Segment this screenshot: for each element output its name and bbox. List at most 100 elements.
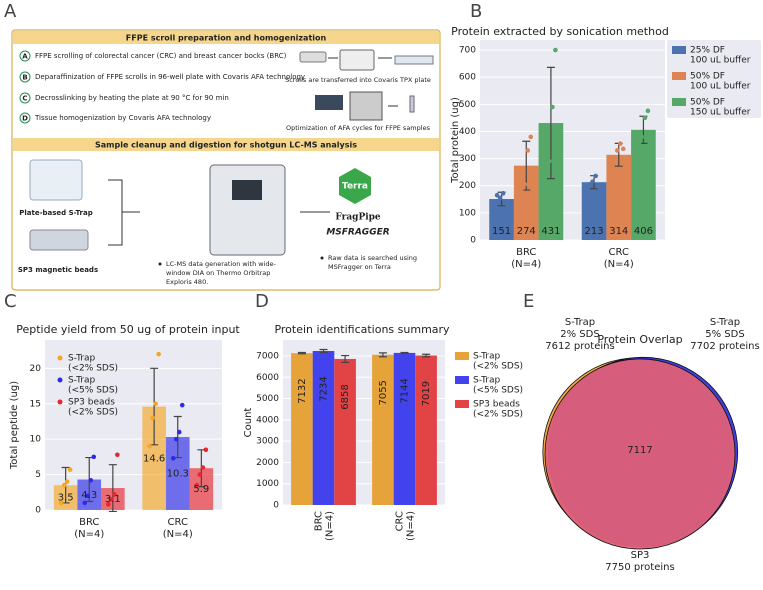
bar	[165, 437, 190, 510]
y-tick-label: 5	[35, 470, 41, 480]
panel-label: D	[255, 291, 269, 312]
chart-title: Protein identifications summary	[274, 323, 450, 336]
data-point	[176, 429, 182, 435]
step-badge	[19, 50, 31, 62]
y-tick-label: 5000	[256, 394, 279, 404]
legend-label: S-Trap	[68, 376, 96, 386]
y-tick-label: 0	[35, 506, 41, 516]
legend-label: (<5% SDS)	[473, 386, 523, 396]
error-bar	[319, 348, 328, 354]
step-text: Decrosslinking by heating the plate at 9…	[35, 94, 229, 102]
set-size-label: 7750 proteins	[605, 562, 674, 573]
bar	[581, 182, 607, 240]
data-point	[115, 452, 120, 458]
value-label: 7055	[378, 380, 389, 405]
error-bar	[422, 353, 431, 358]
legend-marker	[57, 355, 63, 361]
y-axis-label: Count	[243, 408, 254, 438]
legend-marker	[455, 352, 469, 360]
data-point	[550, 104, 555, 110]
legend-label: 100 uL buffer	[690, 56, 751, 66]
data-point	[150, 415, 155, 421]
data-point	[544, 164, 549, 170]
data-point	[58, 500, 64, 506]
icon	[29, 229, 89, 251]
legend-label: 25% DF	[690, 46, 725, 56]
data-point	[590, 179, 595, 184]
legend-label: 50% DF	[690, 98, 725, 108]
data-point	[547, 159, 552, 164]
bar	[291, 353, 313, 505]
step-text: FFPE scrolling of colorectal cancer (CRC…	[35, 52, 287, 60]
data-point	[593, 173, 598, 179]
icon	[209, 164, 286, 256]
x-tick-label: (N=4)	[163, 529, 193, 540]
legend-marker	[57, 399, 63, 405]
bullet-text: Exploris 480.	[166, 278, 208, 286]
legend-label: (<2% SDS)	[68, 408, 118, 418]
legend-label: 50% DF	[690, 72, 725, 82]
data-point	[519, 186, 525, 191]
panel-label: B	[470, 1, 482, 22]
legend-label: SP3 beads	[68, 398, 115, 408]
icon	[315, 95, 343, 110]
x-tick-label: (N=4)	[74, 529, 104, 540]
connector	[108, 179, 140, 246]
data-point	[503, 201, 509, 206]
caption: Scrolls are transferred into Covaris TPX…	[285, 76, 431, 84]
bar	[142, 406, 166, 510]
data-point	[596, 184, 601, 190]
y-tick-label: 500	[459, 100, 476, 110]
set-label: SP3	[631, 550, 650, 561]
y-tick-label: 10	[30, 435, 42, 445]
x-tick-label: (N=4)	[325, 511, 336, 541]
data-point	[170, 455, 176, 461]
y-tick-label: 15	[30, 399, 41, 409]
steps: A FFPE scrolling of colorectal cancer (C…	[19, 50, 305, 124]
legend-box	[667, 40, 761, 118]
step-letter: B	[22, 74, 27, 82]
y-tick-label: 2000	[256, 458, 279, 468]
bar	[415, 355, 437, 505]
error-bar	[400, 351, 409, 354]
legend-marker	[672, 72, 686, 80]
data-point	[179, 402, 185, 408]
set-label: 2% SDS	[560, 329, 599, 340]
workflow: Plate-based S-Trap SP3 magnetic beads LC…	[18, 159, 417, 286]
set-label: 5% SDS	[705, 329, 744, 340]
step-letter: A	[22, 53, 28, 61]
legend-label: SP3 beads	[473, 400, 520, 410]
header-bar	[13, 138, 439, 151]
y-tick-label: 400	[459, 127, 476, 137]
chart-title: Protein Overlap	[597, 333, 682, 346]
data-point	[147, 443, 152, 449]
value-label: 7132	[297, 378, 308, 403]
step-letter: D	[22, 115, 28, 123]
data-point	[194, 482, 200, 488]
step-badge	[19, 71, 31, 83]
data-point	[67, 467, 73, 472]
data-point	[497, 195, 503, 201]
y-tick-label: 0	[273, 501, 279, 511]
data-point	[112, 492, 117, 497]
logo-text: FragPipe	[335, 213, 381, 223]
step-text: Deparaffinization of FFPE scrolls in 96-…	[35, 73, 305, 81]
header-bar	[13, 31, 439, 44]
data-point	[197, 472, 203, 477]
panel-label: A	[4, 1, 17, 22]
step-badge	[19, 112, 31, 124]
data-point	[639, 134, 645, 140]
icon	[349, 91, 383, 121]
data-point	[636, 141, 642, 146]
y-tick-label: 0	[470, 236, 476, 246]
logo	[339, 168, 371, 204]
data-point	[645, 108, 651, 114]
value-label: 314	[609, 226, 628, 237]
instruments: Scrolls are transferred into Covaris TPX…	[285, 49, 434, 132]
error-bar	[341, 354, 350, 363]
icon	[339, 49, 375, 71]
method-label: Plate-based S-Trap	[19, 209, 92, 217]
logo-text: MSFRAGGER	[326, 228, 389, 238]
data-point	[525, 148, 531, 153]
